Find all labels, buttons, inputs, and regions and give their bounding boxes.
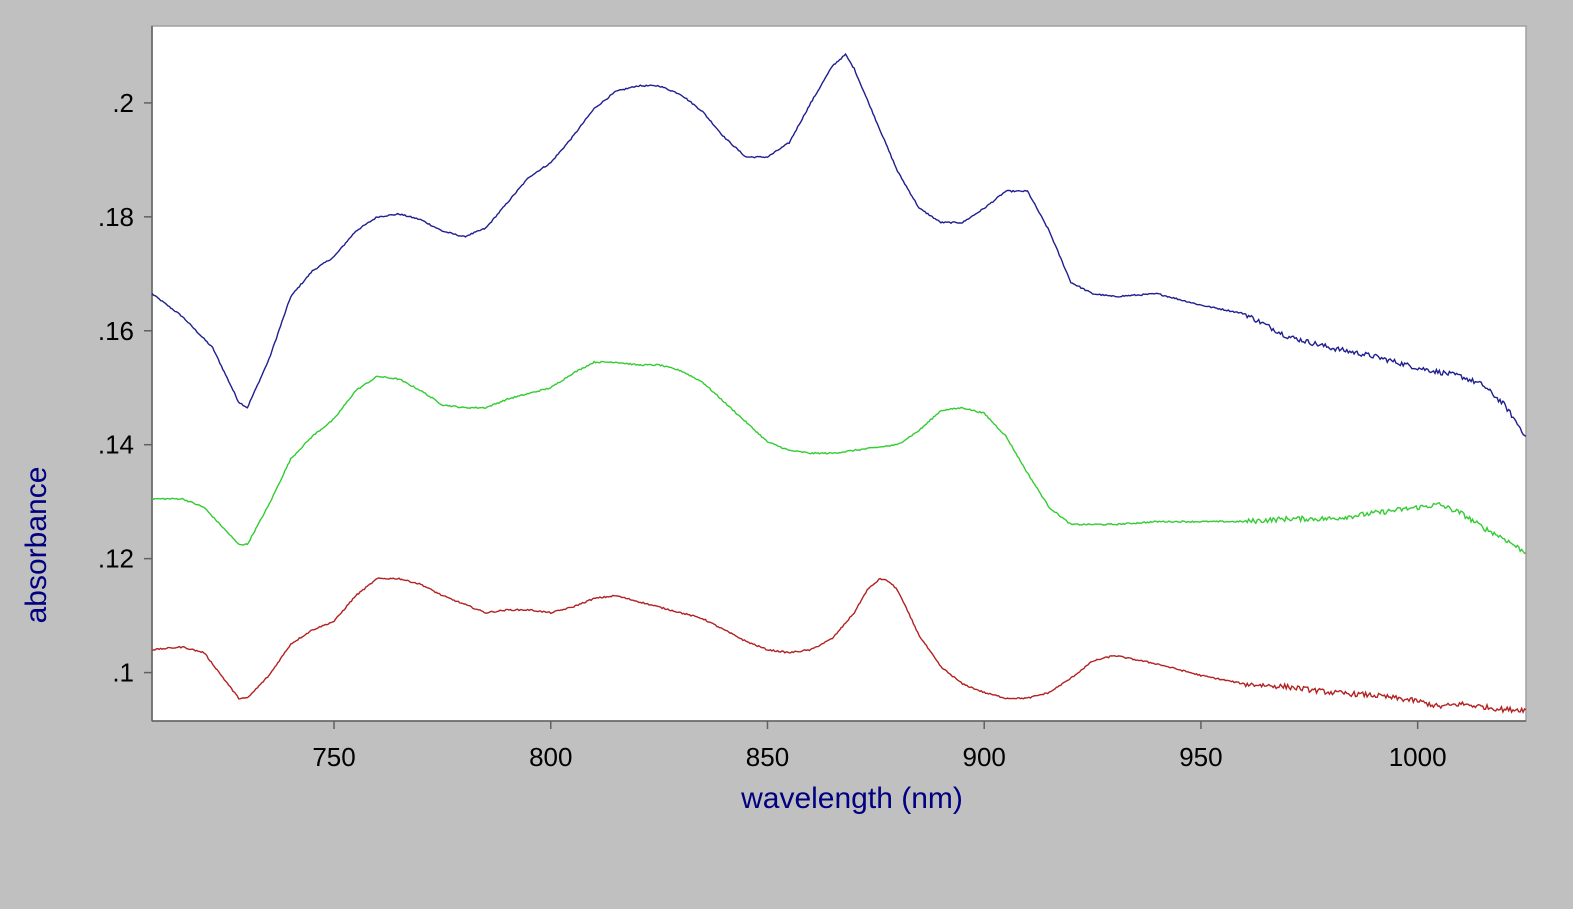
x-axis-title: wavelength (nm) [740, 782, 963, 815]
x-tick-label: 850 [746, 742, 789, 772]
y-tick-label: .16 [98, 316, 134, 346]
y-tick-label: .12 [98, 544, 134, 574]
y-tick-label: .18 [98, 202, 134, 232]
x-tick-label: 750 [312, 742, 355, 772]
y-tick-label: .1 [112, 658, 134, 688]
y-axis-title: absorbance [20, 467, 53, 624]
series-line-1 [151, 52, 1527, 437]
x-tick-label: 800 [529, 742, 572, 772]
y-tick-label: .2 [112, 88, 134, 118]
x-tick-label: 900 [963, 742, 1006, 772]
y-tick-label: .14 [98, 430, 134, 460]
x-axis-ticks: 750 800 850 900 950 1000 [312, 721, 1447, 772]
x-tick-label: 950 [1179, 742, 1222, 772]
x-tick-label: 1000 [1389, 742, 1447, 772]
y-axis-ticks: .1 .12 .14 .16 .18 .2 [98, 88, 152, 688]
series-line-3 [151, 577, 1527, 715]
series-layer [151, 52, 1527, 715]
plot-area [151, 25, 1527, 722]
series-line-2 [151, 360, 1527, 555]
